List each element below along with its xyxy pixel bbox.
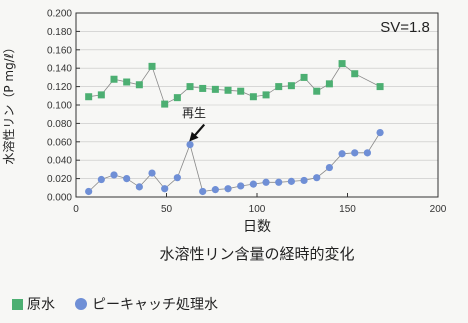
regeneration-arrow: [189, 123, 206, 142]
data-point-square: [376, 83, 384, 91]
data-point-circle: [262, 178, 270, 186]
data-point-square: [351, 70, 359, 78]
data-point-circle: [173, 174, 181, 182]
legend: 原水 ピーキャッチ処理水: [12, 293, 238, 315]
data-point-square: [173, 94, 181, 102]
data-point-circle: [97, 175, 105, 184]
y-tick-label: 0.020: [47, 174, 72, 185]
x-tick-label: 150: [339, 204, 356, 215]
data-point-circle: [224, 185, 232, 193]
chart-title: 水溶性リン含量の経時的変化: [159, 245, 354, 263]
legend-label-treated-water: ピーキャッチ処理水: [92, 297, 218, 313]
data-point-circle: [186, 140, 194, 149]
data-point-circle: [325, 163, 333, 172]
y-tick-label: 0.160: [47, 45, 72, 56]
series-raw-water: [85, 60, 384, 108]
data-point-square: [287, 82, 295, 90]
sv-annotation: SV=1.8: [380, 19, 430, 36]
data-point-circle: [123, 175, 131, 183]
data-point-square: [199, 84, 207, 92]
x-tick-label: 50: [161, 204, 173, 215]
data-point-circle: [363, 149, 372, 157]
legend-label-raw-water: 原水: [27, 297, 55, 313]
data-point-circle: [275, 178, 283, 186]
data-point-square: [338, 60, 346, 68]
data-point-circle: [148, 169, 156, 177]
data-point-square: [313, 87, 321, 95]
data-point-square: [300, 73, 308, 81]
data-point-circle: [338, 150, 346, 158]
series-line: [88, 63, 381, 105]
data-point-circle: [237, 182, 245, 190]
data-point-circle: [351, 149, 359, 157]
x-tick-label: 100: [249, 204, 266, 215]
y-tick-label: 0.180: [47, 27, 72, 38]
data-point-circle: [135, 183, 143, 191]
data-point-square: [211, 85, 219, 93]
x-tick-label: 0: [73, 204, 79, 215]
y-tick-label: 0.100: [47, 101, 72, 112]
blue-circle-marker-icon: [75, 298, 87, 310]
series-line: [88, 132, 381, 192]
data-point-square: [161, 100, 169, 108]
y-axis-title: 水溶性リン（P mg/ℓ）: [1, 41, 16, 164]
y-tick-label: 0.000: [47, 193, 72, 204]
data-point-square: [249, 93, 257, 101]
data-point-square: [135, 81, 143, 89]
y-tick-label: 0.200: [47, 9, 72, 20]
regeneration-callout-label: 再生: [182, 106, 206, 120]
green-square-marker-icon: [12, 298, 23, 310]
y-tick-label: 0.140: [47, 64, 72, 75]
legend-item-raw-water: 原水: [12, 294, 55, 314]
y-tick-label: 0.080: [47, 119, 72, 130]
y-tick-label: 0.040: [47, 156, 72, 167]
data-point-circle: [313, 174, 321, 182]
data-point-circle: [85, 187, 93, 196]
data-point-square: [262, 91, 270, 99]
data-point-square: [110, 75, 118, 83]
data-point-circle: [211, 186, 219, 194]
y-tick-label: 0.120: [47, 82, 72, 93]
data-point-circle: [110, 171, 118, 179]
x-axis-title: 日数: [243, 219, 271, 235]
data-point-circle: [249, 180, 257, 188]
series-treated-water: [85, 129, 384, 196]
legend-item-treated-water: ピーキャッチ処理水: [75, 294, 218, 314]
data-point-circle: [287, 177, 295, 185]
x-tick-label: 200: [430, 204, 447, 215]
data-point-square: [237, 87, 245, 95]
data-point-square: [224, 86, 232, 94]
data-point-square: [148, 62, 156, 70]
y-tick-label: 0.060: [47, 137, 72, 148]
data-point-circle: [161, 185, 169, 193]
data-point-square: [325, 80, 333, 88]
data-point-circle: [376, 129, 384, 137]
data-point-square: [275, 83, 283, 91]
data-point-square: [186, 83, 194, 91]
arrow-head: [189, 131, 199, 142]
data-point-circle: [199, 187, 207, 196]
data-point-circle: [300, 176, 308, 185]
data-point-square: [85, 93, 93, 101]
data-point-square: [97, 91, 105, 99]
data-point-square: [123, 78, 131, 86]
